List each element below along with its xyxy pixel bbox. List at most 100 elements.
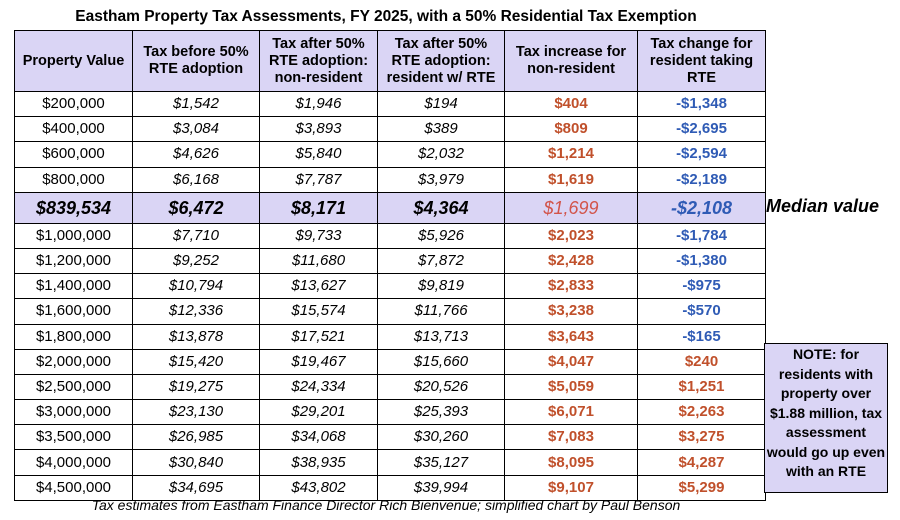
cell-property-value: $600,000 bbox=[14, 141, 133, 168]
cell-tax-before: $3,084 bbox=[132, 116, 260, 143]
cell-tax-after-resident: $3,979 bbox=[377, 166, 505, 193]
table-row: $800,000 $6,168 $7,787 $3,979 $1,619 -$2,189 bbox=[14, 166, 766, 193]
cell-tax-increase: $5,059 bbox=[504, 373, 638, 401]
cell-tax-after-resident: $25,393 bbox=[377, 399, 505, 426]
cell-tax-increase: $2,833 bbox=[504, 273, 638, 300]
cell-tax-before: $7,710 bbox=[132, 222, 260, 249]
cell-property-value: $2,500,000 bbox=[14, 373, 133, 401]
table-row: $400,000 $3,084 $3,893 $389 $809 -$2,695 bbox=[14, 116, 766, 143]
cell-tax-before: $30,840 bbox=[132, 449, 260, 476]
table-row: $200,000 $1,542 $1,946 $194 $404 -$1,348 bbox=[14, 90, 766, 118]
table-row: $4,000,000 $30,840 $38,935 $35,127 $8,095 $4,… bbox=[14, 449, 766, 476]
cell-tax-increase: $809 bbox=[504, 116, 638, 143]
cell-tax-before: $19,275 bbox=[132, 373, 260, 401]
cell-tax-before: $4,626 bbox=[132, 141, 260, 168]
cell-tax-increase: $2,023 bbox=[504, 222, 638, 249]
cell-tax-after-nonresident: $24,334 bbox=[259, 373, 378, 401]
cell-tax-after-nonresident: $17,521 bbox=[259, 323, 378, 350]
cell-tax-after-resident: $11,766 bbox=[377, 298, 505, 325]
cell-property-value: $400,000 bbox=[14, 116, 133, 143]
cell-tax-change: -$2,189 bbox=[637, 166, 766, 193]
cell-tax-before: $23,130 bbox=[132, 399, 260, 426]
cell-tax-after-resident: $13,713 bbox=[377, 323, 505, 350]
cell-tax-change: $240 bbox=[637, 348, 766, 375]
header-row: Property Value Tax before 50% RTE adopti… bbox=[14, 30, 766, 92]
cell-tax-before: $10,794 bbox=[132, 273, 260, 300]
cell-property-value: $1,600,000 bbox=[14, 298, 133, 325]
cell-tax-before: $13,878 bbox=[132, 323, 260, 350]
cell-tax-change: $4,287 bbox=[637, 449, 766, 476]
table-row: $4,500,000 $34,695 $43,802 $39,994 $9,107 $5,… bbox=[14, 474, 766, 501]
cell-tax-before: $6,472 bbox=[132, 191, 260, 224]
header-tax-change: Tax change for resident taking RTE bbox=[637, 30, 766, 92]
cell-tax-before: $1,542 bbox=[132, 90, 260, 118]
cell-property-value: $1,200,000 bbox=[14, 247, 133, 275]
cell-tax-after-resident: $15,660 bbox=[377, 348, 505, 375]
cell-property-value: $3,500,000 bbox=[14, 424, 133, 451]
cell-tax-increase: $8,095 bbox=[504, 449, 638, 476]
cell-property-value: $1,800,000 bbox=[14, 323, 133, 350]
cell-tax-increase: $2,428 bbox=[504, 247, 638, 275]
table-row: $1,800,000 $13,878 $17,521 $13,713 $3,643 -$1… bbox=[14, 323, 766, 350]
cell-tax-change: $1,251 bbox=[637, 373, 766, 401]
median-row: $839,534 $6,472 $8,171 $4,364 $1,699 -$2,108 bbox=[14, 191, 766, 224]
cell-tax-after-nonresident: $11,680 bbox=[259, 247, 378, 275]
cell-tax-after-resident: $5,926 bbox=[377, 222, 505, 249]
cell-property-value: $4,000,000 bbox=[14, 449, 133, 476]
cell-tax-before: $34,695 bbox=[132, 474, 260, 501]
table-row: $3,000,000 $23,130 $29,201 $25,393 $6,071 $2,… bbox=[14, 399, 766, 426]
cell-tax-increase: $4,047 bbox=[504, 348, 638, 375]
cell-tax-increase: $1,699 bbox=[504, 191, 638, 224]
cell-tax-change: -$1,784 bbox=[637, 222, 766, 249]
cell-tax-before: $9,252 bbox=[132, 247, 260, 275]
cell-tax-change: -$2,594 bbox=[637, 141, 766, 168]
cell-tax-change: $2,263 bbox=[637, 399, 766, 426]
median-value-label: Median value bbox=[766, 196, 880, 216]
cell-tax-change: -$2,695 bbox=[637, 116, 766, 143]
cell-tax-before: $15,420 bbox=[132, 348, 260, 375]
cell-tax-change: -$165 bbox=[637, 323, 766, 350]
cell-tax-increase: $3,238 bbox=[504, 298, 638, 325]
table-row: $1,400,000 $10,794 $13,627 $9,819 $2,833 -$97… bbox=[14, 273, 766, 300]
cell-tax-after-nonresident: $8,171 bbox=[259, 191, 378, 224]
cell-tax-change: -$1,348 bbox=[637, 90, 766, 118]
table-title: Eastham Property Tax Assessments, FY 202… bbox=[75, 8, 697, 25]
table-row: $2,000,000 $15,420 $19,467 $15,660 $4,047 $24… bbox=[14, 348, 766, 375]
cell-tax-after-resident: $389 bbox=[377, 116, 505, 143]
table-row: $1,200,000 $9,252 $11,680 $7,872 $2,428 -$1,3… bbox=[14, 247, 766, 275]
cell-tax-after-resident: $7,872 bbox=[377, 247, 505, 275]
tax-table: Property Value Tax before 50% RTE adopti… bbox=[14, 30, 766, 501]
cell-tax-before: $12,336 bbox=[132, 298, 260, 325]
cell-tax-after-resident: $20,526 bbox=[377, 373, 505, 401]
cell-property-value: $1,400,000 bbox=[14, 273, 133, 300]
cell-property-value: $3,000,000 bbox=[14, 399, 133, 426]
cell-tax-after-nonresident: $9,733 bbox=[259, 222, 378, 249]
header-property-value: Property Value bbox=[14, 30, 133, 92]
header-tax-before: Tax before 50% RTE adoption bbox=[132, 30, 260, 92]
cell-tax-after-resident: $2,032 bbox=[377, 141, 505, 168]
cell-tax-before: $6,168 bbox=[132, 166, 260, 193]
cell-tax-change: $3,275 bbox=[637, 424, 766, 451]
table-row: $1,000,000 $7,710 $9,733 $5,926 $2,023 -$1,78… bbox=[14, 222, 766, 249]
cell-tax-after-nonresident: $15,574 bbox=[259, 298, 378, 325]
cell-tax-increase: $3,643 bbox=[504, 323, 638, 350]
cell-tax-after-resident: $39,994 bbox=[377, 474, 505, 501]
cell-tax-increase: $7,083 bbox=[504, 424, 638, 451]
cell-property-value: $800,000 bbox=[14, 166, 133, 193]
cell-tax-after-nonresident: $29,201 bbox=[259, 399, 378, 426]
cell-tax-after-nonresident: $13,627 bbox=[259, 273, 378, 300]
caption: Tax estimates from Eastham Finance Direc… bbox=[91, 497, 681, 513]
header-tax-increase: Tax increase for non-resident bbox=[504, 30, 638, 92]
cell-tax-change: -$1,380 bbox=[637, 247, 766, 275]
table-row: $600,000 $4,626 $5,840 $2,032 $1,214 -$2,594 bbox=[14, 141, 766, 168]
cell-property-value: $839,534 bbox=[14, 191, 133, 224]
header-tax-after-resident: Tax after 50% RTE adoption: resident w/ … bbox=[377, 30, 505, 92]
cell-tax-after-nonresident: $5,840 bbox=[259, 141, 378, 168]
cell-tax-after-nonresident: $3,893 bbox=[259, 116, 378, 143]
cell-tax-change: -$975 bbox=[637, 273, 766, 300]
cell-property-value: $200,000 bbox=[14, 90, 133, 118]
cell-tax-change: -$570 bbox=[637, 298, 766, 325]
cell-tax-increase: $404 bbox=[504, 90, 638, 118]
cell-tax-after-resident: $4,364 bbox=[377, 191, 505, 224]
cell-tax-after-resident: $30,260 bbox=[377, 424, 505, 451]
